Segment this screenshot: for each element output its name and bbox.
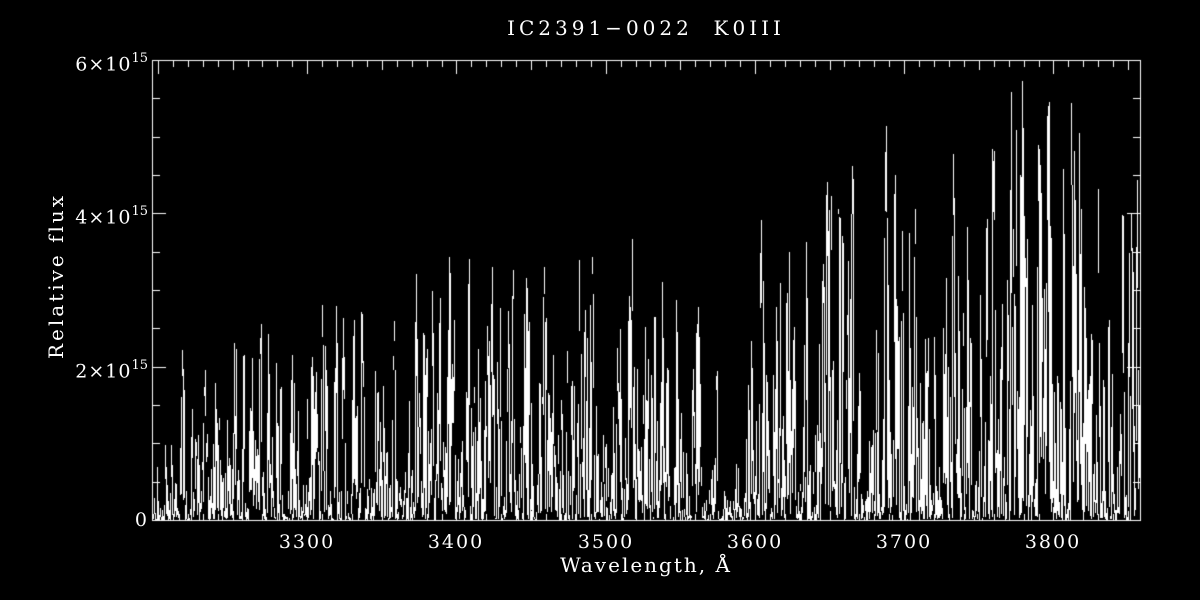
x-tick-label: 3500: [577, 531, 635, 553]
y-tick-label: 0: [134, 509, 148, 531]
x-tick-label: 3300: [278, 531, 336, 553]
x-tick-label: 3700: [875, 531, 933, 553]
y-tick-label: 4×1015: [75, 204, 148, 229]
chart-title: IC2391−0022 K0III: [507, 16, 785, 40]
y-tick-label: 2×1015: [75, 358, 148, 383]
x-tick-label: 3600: [726, 531, 784, 553]
x-tick-label: 3800: [1024, 531, 1082, 553]
x-axis-title: Wavelength, Å: [560, 553, 732, 577]
y-tick-label: 6×1015: [75, 51, 148, 76]
x-tick-label: 3400: [427, 531, 485, 553]
